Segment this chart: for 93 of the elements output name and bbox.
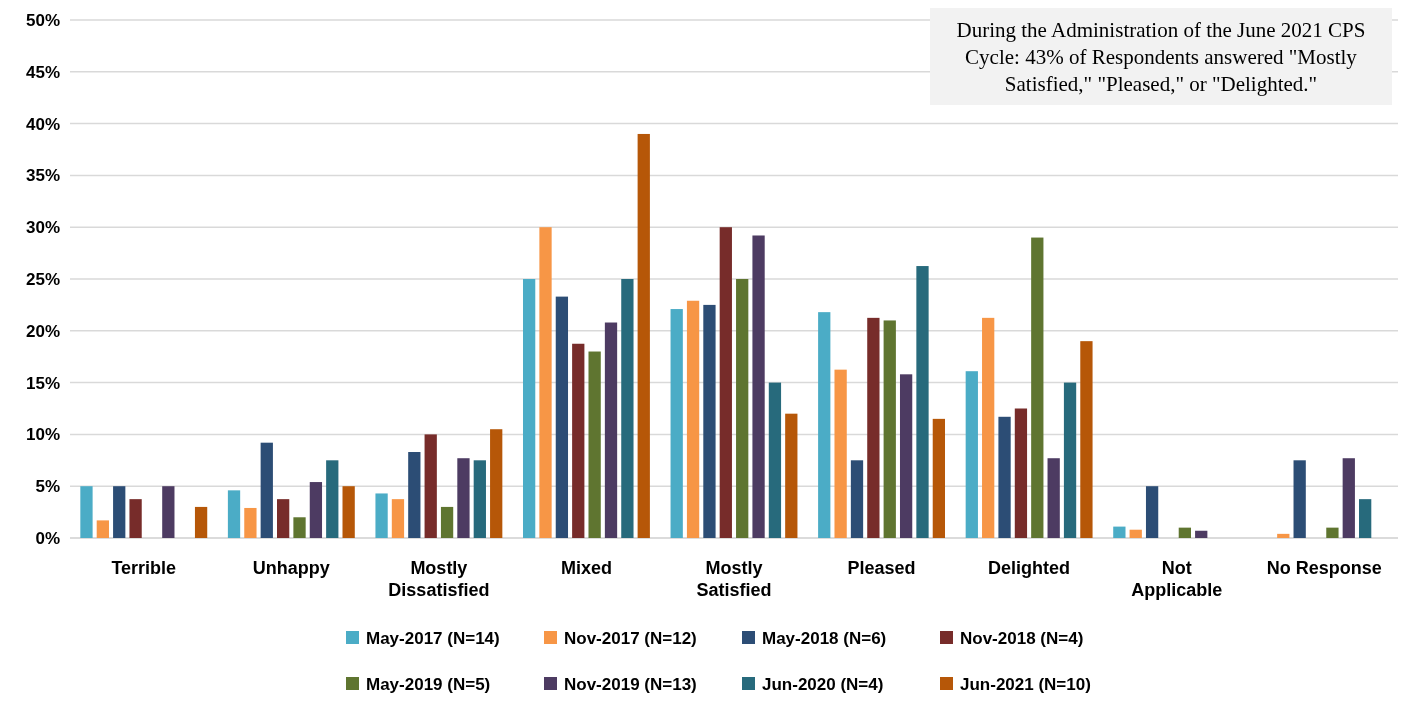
bar <box>621 279 634 538</box>
bar <box>982 317 995 538</box>
bar <box>244 507 257 538</box>
bar <box>965 371 978 538</box>
y-tick-label: 40% <box>25 114 60 134</box>
bar <box>818 312 831 538</box>
bar <box>1293 460 1306 538</box>
bar <box>1047 458 1060 538</box>
bar <box>490 429 503 538</box>
bar <box>457 458 470 538</box>
bar <box>1359 499 1372 538</box>
bar <box>277 499 290 538</box>
bar <box>227 490 241 538</box>
bar <box>867 317 880 538</box>
legend-label: Nov-2018 (N=4) <box>960 628 1084 648</box>
legend-label: Jun-2020 (N=4) <box>762 674 884 694</box>
y-tick-label: 50% <box>25 10 60 30</box>
bar <box>424 434 437 538</box>
bar <box>883 320 896 538</box>
bar <box>1145 486 1159 538</box>
bar <box>686 300 700 538</box>
bar <box>1178 527 1191 538</box>
y-tick-label: 30% <box>25 218 60 238</box>
bar <box>604 322 618 538</box>
bar <box>850 460 864 538</box>
bar <box>1129 529 1142 538</box>
bar <box>834 369 847 538</box>
bar <box>916 266 929 538</box>
x-tick-label: Terrible <box>111 558 177 578</box>
x-tick-label: No Response <box>1266 558 1382 578</box>
bar <box>440 506 454 538</box>
bar <box>572 343 585 538</box>
bar <box>113 486 126 538</box>
bar <box>1014 408 1028 538</box>
bar <box>523 279 536 538</box>
y-tick-label: 15% <box>25 373 60 393</box>
bar <box>162 486 175 538</box>
bar <box>1342 458 1355 538</box>
x-tick-label: Mixed <box>560 558 612 578</box>
bar <box>555 296 569 538</box>
x-tick-label: Unhappy <box>252 558 330 578</box>
bar <box>194 506 208 538</box>
legend-label: May-2017 (N=14) <box>366 628 500 648</box>
x-tick-label: Delighted <box>988 558 1071 578</box>
bar <box>1063 382 1077 538</box>
annotation: During the Administration of the June 2021 CPS Cycle: 43% of Respondents answered "Mostly Satisfied," "Pleased," or "Delighted." <box>956 18 1366 96</box>
bar <box>785 413 798 538</box>
bar <box>932 418 945 538</box>
bar <box>309 482 323 538</box>
bar <box>96 520 109 538</box>
y-tick-label: 20% <box>25 321 60 341</box>
bar <box>1326 527 1339 538</box>
bar <box>473 460 486 538</box>
bar <box>326 460 339 538</box>
x-tick-label: Not Applicable <box>1131 558 1223 600</box>
bar <box>391 499 405 538</box>
bar <box>1080 341 1093 538</box>
bar <box>342 486 355 538</box>
bar <box>375 493 388 538</box>
bar <box>293 517 306 538</box>
bar <box>260 442 273 538</box>
legend-label: Nov-2017 (N=12) <box>564 628 697 648</box>
x-tick-label: Mostly Satisfied <box>696 558 772 600</box>
bar <box>1195 530 1208 538</box>
y-tick-label: 5% <box>35 477 60 497</box>
bar <box>899 374 913 538</box>
legend-label: Nov-2019 (N=13) <box>564 674 697 694</box>
bar <box>1031 237 1044 538</box>
bar <box>703 304 716 538</box>
bar <box>752 235 765 538</box>
bar <box>670 309 683 538</box>
x-tick-label: Mostly Dissatisfied <box>388 558 490 600</box>
y-tick-label: 35% <box>25 166 60 186</box>
bar <box>1113 526 1126 538</box>
bar <box>129 499 142 538</box>
y-tick-label: 0% <box>35 528 60 548</box>
bar <box>736 279 749 538</box>
bar <box>539 227 552 538</box>
legend-label: May-2018 (N=6) <box>762 628 887 648</box>
y-tick-label: 45% <box>25 62 60 82</box>
bar <box>588 351 601 538</box>
bar <box>1277 533 1290 538</box>
bar <box>768 382 782 538</box>
y-tick-label: 10% <box>25 425 60 445</box>
x-tick-label: Pleased <box>847 558 916 578</box>
legend-label: May-2019 (N=5) <box>366 674 491 694</box>
bar <box>408 452 421 538</box>
bar <box>80 486 93 538</box>
legend-label: Jun-2021 (N=10) <box>960 674 1091 694</box>
bar <box>998 416 1011 538</box>
y-tick-label: 25% <box>25 269 60 289</box>
bar <box>719 227 732 538</box>
bar <box>637 133 650 538</box>
